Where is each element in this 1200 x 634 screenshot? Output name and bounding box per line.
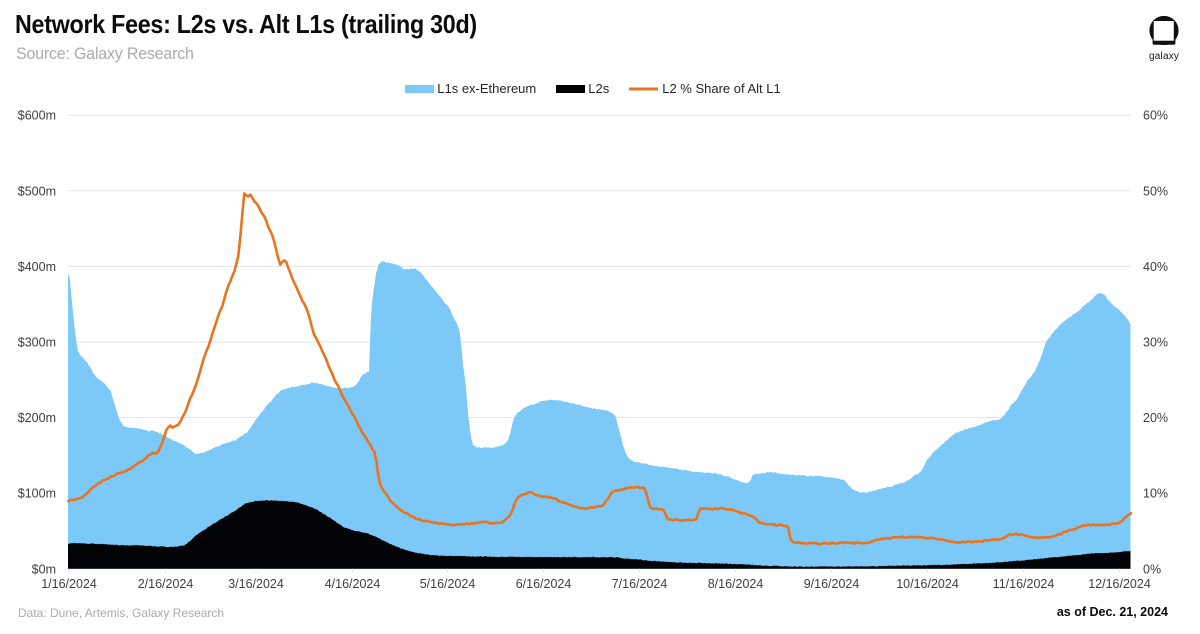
svg-text:$200m: $200m bbox=[18, 411, 56, 425]
svg-text:10%: 10% bbox=[1143, 487, 1168, 501]
svg-text:$0m: $0m bbox=[32, 562, 56, 576]
svg-text:0%: 0% bbox=[1143, 562, 1161, 576]
svg-text:50%: 50% bbox=[1143, 184, 1168, 198]
svg-text:8/16/2024: 8/16/2024 bbox=[708, 577, 764, 591]
svg-text:1/16/2024: 1/16/2024 bbox=[41, 577, 97, 591]
svg-text:11/16/2024: 11/16/2024 bbox=[993, 577, 1055, 591]
svg-text:6/16/2024: 6/16/2024 bbox=[516, 577, 572, 591]
svg-text:$400m: $400m bbox=[18, 260, 56, 274]
svg-text:60%: 60% bbox=[1143, 109, 1168, 123]
svg-text:10/16/2024: 10/16/2024 bbox=[896, 577, 959, 591]
svg-text:$600m: $600m bbox=[18, 109, 56, 123]
svg-text:$100m: $100m bbox=[18, 487, 56, 501]
svg-text:$500m: $500m bbox=[18, 184, 56, 198]
svg-text:4/16/2024: 4/16/2024 bbox=[325, 577, 381, 591]
svg-text:40%: 40% bbox=[1143, 260, 1168, 274]
svg-text:7/16/2024: 7/16/2024 bbox=[612, 577, 668, 591]
svg-text:20%: 20% bbox=[1143, 411, 1168, 425]
svg-text:2/16/2024: 2/16/2024 bbox=[138, 577, 194, 591]
svg-text:$300m: $300m bbox=[18, 336, 56, 350]
svg-text:3/16/2024: 3/16/2024 bbox=[228, 577, 284, 591]
svg-text:30%: 30% bbox=[1143, 336, 1168, 350]
svg-text:12/16/2024: 12/16/2024 bbox=[1088, 577, 1151, 591]
svg-text:9/16/2024: 9/16/2024 bbox=[804, 577, 860, 591]
svg-text:5/16/2024: 5/16/2024 bbox=[420, 577, 476, 591]
